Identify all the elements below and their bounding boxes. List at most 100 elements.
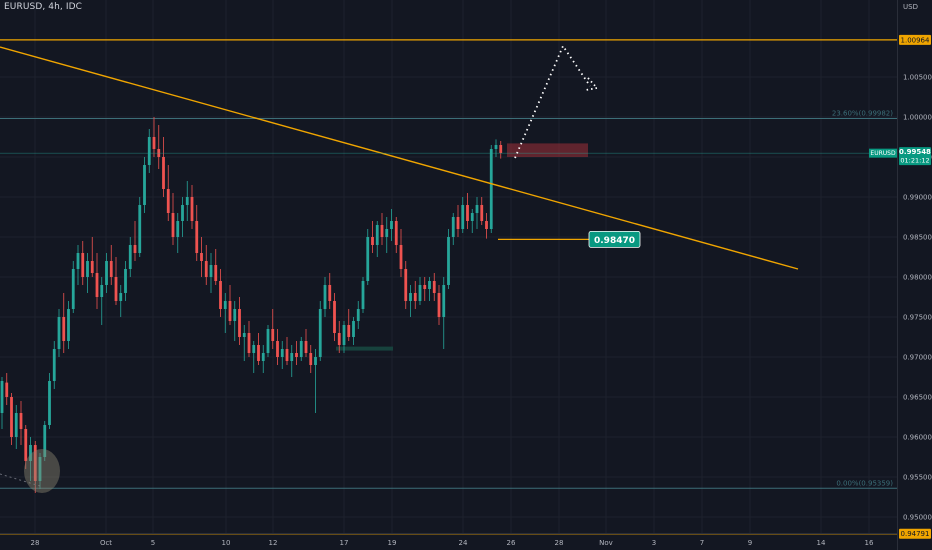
candle	[257, 333, 260, 365]
time-axis-ticks: 28 Oct 5 10 12 17 19 24 26 28 Nov 3 7 9 14 16	[31, 539, 874, 547]
annotation-badge[interactable]	[588, 230, 641, 248]
candle	[185, 181, 189, 221]
candle-body	[423, 285, 427, 289]
candle	[280, 341, 284, 369]
candle	[81, 241, 85, 285]
candle-body	[0, 381, 4, 413]
candle-body	[380, 225, 384, 237]
time-tick-label: 3	[652, 539, 656, 547]
time-tick-label: 28	[31, 539, 40, 547]
candle-body	[385, 229, 389, 237]
candle	[447, 229, 450, 289]
candle-body	[266, 329, 270, 353]
candle-body	[143, 165, 146, 205]
candle	[404, 261, 408, 309]
candle-body	[428, 281, 431, 289]
candle-body	[76, 253, 80, 269]
candle	[247, 321, 251, 357]
candle	[271, 309, 275, 349]
candle	[451, 213, 455, 245]
candle	[485, 213, 488, 239]
candle	[128, 237, 132, 277]
candle-body	[48, 381, 51, 425]
zones[interactable]	[336, 143, 588, 351]
candle	[10, 393, 13, 445]
price-axis-ticks: 1.005001.000000.995000.990000.985000.980…	[903, 74, 932, 522]
symbol-chip	[869, 148, 897, 158]
candle-body	[271, 329, 275, 341]
price-tick-label: 0.99000	[903, 194, 932, 202]
candle-body	[299, 341, 303, 357]
candle-body	[456, 217, 460, 229]
time-tick-label: 16	[865, 539, 874, 547]
candle-body	[399, 245, 403, 269]
candle-body	[214, 265, 218, 281]
candle-body	[238, 309, 241, 337]
level-badge-bottom	[899, 528, 931, 539]
candle	[475, 197, 479, 229]
fibonacci-retracement[interactable]: 23.60%(0.99982) 0.00%(0.95359)	[0, 109, 897, 489]
candle	[152, 117, 156, 157]
time-tick-label: Oct	[100, 539, 112, 547]
time-tick-label: 12	[269, 539, 278, 547]
candle-body	[52, 349, 56, 381]
candle-body	[290, 353, 294, 361]
candle	[195, 205, 199, 261]
symbol-chip-label: EURUSD	[870, 150, 896, 157]
candle	[394, 217, 398, 253]
candle	[147, 129, 151, 173]
descending-trendline[interactable]	[0, 46, 799, 270]
candle-body	[475, 205, 479, 213]
price-tick-label: 0.97000	[903, 354, 932, 362]
supply-zone[interactable]	[507, 143, 588, 157]
candle	[442, 277, 446, 349]
candle	[76, 245, 80, 285]
candle-body	[333, 301, 336, 333]
dashed-trend-helper	[0, 473, 41, 487]
candle	[295, 341, 298, 365]
demand-zone[interactable]	[336, 346, 393, 351]
candle	[14, 405, 18, 449]
candle-body	[371, 237, 374, 245]
candle	[19, 401, 23, 445]
price-annotation[interactable]: 0.98470	[498, 230, 641, 248]
candle	[333, 293, 336, 341]
current-price-label: 0.99548	[899, 148, 931, 156]
candle	[342, 321, 346, 353]
candle-body	[109, 261, 113, 277]
candle-body	[100, 285, 104, 297]
candle	[418, 277, 422, 305]
candle-body	[394, 221, 398, 245]
candle-body	[432, 281, 436, 293]
candle	[352, 317, 355, 345]
candle	[380, 213, 384, 245]
price-tick-label: 1.00000	[903, 114, 932, 122]
candle-body	[451, 217, 455, 237]
candle-body	[314, 357, 317, 365]
candle	[5, 373, 9, 405]
candle	[366, 229, 370, 285]
candle-body	[470, 213, 474, 221]
candle-body	[276, 341, 279, 357]
candle	[105, 253, 108, 293]
candle-body	[209, 265, 213, 277]
bar-countdown-label: 01:21:12	[900, 157, 929, 165]
time-tick-label: 28	[555, 539, 564, 547]
candle	[276, 329, 279, 365]
candle	[214, 249, 218, 285]
candle-body	[114, 277, 118, 301]
candle	[499, 141, 503, 159]
candle	[95, 253, 99, 309]
candle-body	[190, 197, 194, 221]
candle	[371, 221, 374, 253]
time-tick-label: 10	[222, 539, 231, 547]
projected-path-arrow[interactable]	[514, 44, 591, 159]
level-badge-top-label: 1.00964	[901, 36, 930, 44]
candle	[29, 437, 32, 481]
candle-body	[14, 413, 18, 437]
swing-low-highlight[interactable]	[24, 449, 60, 493]
candle	[233, 301, 237, 341]
candle-body	[466, 205, 469, 221]
